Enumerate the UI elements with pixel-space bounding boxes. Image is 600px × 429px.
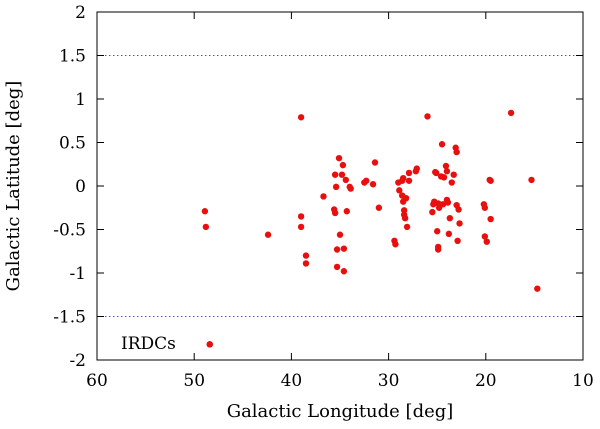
data-point xyxy=(302,260,310,267)
data-point xyxy=(363,177,370,184)
data-point xyxy=(444,199,452,206)
data-points xyxy=(201,109,541,348)
y-tick-label: 2 xyxy=(75,3,86,23)
data-point xyxy=(297,114,305,121)
data-point xyxy=(402,194,410,202)
x-tick-label: 60 xyxy=(86,371,108,391)
data-point xyxy=(405,177,413,184)
data-point xyxy=(481,204,489,211)
data-point xyxy=(333,246,341,253)
data-point xyxy=(507,109,515,117)
data-point xyxy=(338,171,346,178)
data-point xyxy=(336,231,344,238)
y-tick-label: -1.5 xyxy=(53,308,86,328)
data-point xyxy=(331,171,339,178)
data-point xyxy=(335,154,343,162)
data-point xyxy=(399,174,407,182)
data-point xyxy=(438,141,446,148)
data-point xyxy=(201,208,209,215)
plot-frame xyxy=(96,11,584,361)
data-point xyxy=(369,181,377,188)
data-point xyxy=(534,285,541,292)
data-point xyxy=(343,208,351,215)
data-point xyxy=(434,246,442,253)
legend-label: IRDCs xyxy=(121,334,176,354)
data-point xyxy=(487,177,494,184)
x-axis: 60 50 40 30 20 10 xyxy=(86,12,594,391)
x-axis-label: Galactic Longitude [deg] xyxy=(227,401,454,422)
x-tick-label: 30 xyxy=(378,371,400,391)
data-point xyxy=(434,228,441,235)
data-point xyxy=(456,220,463,227)
data-point xyxy=(446,214,454,222)
data-point xyxy=(487,215,494,223)
data-point xyxy=(371,159,379,166)
data-point xyxy=(297,223,305,231)
data-point xyxy=(339,161,347,169)
data-point xyxy=(450,171,457,178)
data-point xyxy=(448,179,455,186)
data-point xyxy=(442,162,450,170)
data-point xyxy=(528,176,535,184)
data-point xyxy=(433,169,440,177)
legend-marker xyxy=(206,341,213,348)
data-point xyxy=(445,230,453,238)
y-tick-label: -1 xyxy=(69,264,86,284)
data-point xyxy=(202,223,210,231)
data-point xyxy=(396,187,403,194)
data-point xyxy=(481,233,489,240)
y-tick-label: 1.5 xyxy=(59,47,86,67)
data-point xyxy=(297,213,305,220)
y-tick-label: 0.5 xyxy=(59,134,86,154)
data-point xyxy=(375,204,383,211)
data-point xyxy=(392,241,399,248)
data-point xyxy=(264,231,272,238)
x-tick-label: 10 xyxy=(572,371,594,391)
y-tick-label: 1 xyxy=(75,90,86,110)
y-tick-label: -2 xyxy=(69,351,86,371)
data-point xyxy=(440,174,448,181)
x-tick-label: 20 xyxy=(475,371,497,391)
data-point xyxy=(439,201,447,208)
data-point xyxy=(455,206,462,213)
data-point xyxy=(331,209,339,217)
data-point xyxy=(401,214,409,222)
data-point xyxy=(453,148,460,156)
y-axis-label: Galactic Latitude [deg] xyxy=(3,81,24,292)
reference-lines xyxy=(97,55,583,317)
data-point xyxy=(454,237,461,245)
data-point xyxy=(302,252,310,259)
data-point xyxy=(403,223,411,231)
x-tick-label: 50 xyxy=(183,371,205,391)
data-point xyxy=(424,113,431,120)
y-tick-label: 0 xyxy=(75,177,86,197)
data-point xyxy=(320,193,327,200)
data-point xyxy=(333,263,341,271)
data-point xyxy=(413,165,420,172)
y-tick-label: -0.5 xyxy=(53,221,86,241)
data-point xyxy=(340,268,348,275)
x-tick-label: 40 xyxy=(281,371,303,391)
data-point xyxy=(347,185,354,192)
data-point xyxy=(342,176,350,184)
data-point xyxy=(429,208,436,216)
y-axis: -2 -1.5 -1 -0.5 0 0.5 1 1.5 2 xyxy=(53,3,583,371)
data-point xyxy=(332,183,340,191)
data-point xyxy=(483,238,490,245)
data-point xyxy=(443,168,451,175)
data-point xyxy=(340,245,348,252)
data-point xyxy=(405,169,413,177)
